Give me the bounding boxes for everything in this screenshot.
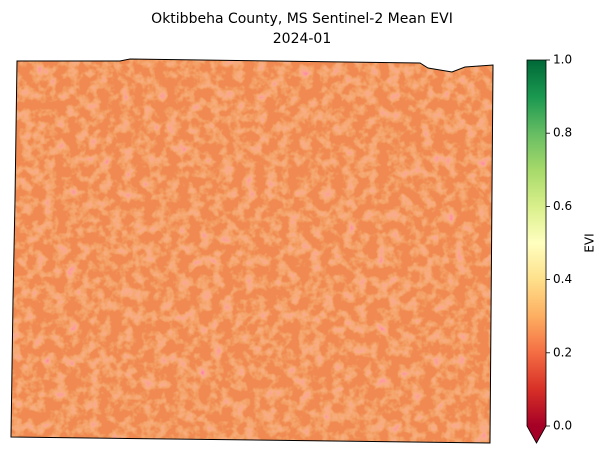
colorbar-tick-label: 1.0	[553, 53, 572, 67]
colorbar-tick-label: 0.6	[553, 199, 572, 213]
colorbar-tick-label: 0.4	[553, 272, 572, 286]
colorbar-tick-label: 0.0	[553, 419, 572, 433]
colorbar-gradient	[527, 60, 546, 426]
colorbar: 0.0 0.2 0.4 0.6 0.8 1.0	[526, 53, 572, 444]
colorbar-label: EVI	[583, 233, 597, 252]
colorbar-tick-label: 0.2	[553, 345, 572, 359]
raster-texture	[11, 59, 493, 443]
map-title: Oktibbeha County, MS Sentinel-2 Mean EVI	[151, 11, 453, 27]
map-subtitle: 2024-01	[273, 31, 332, 47]
colorbar-outline	[526, 59, 547, 444]
county-boundary	[10, 58, 494, 444]
colorbar-extend	[527, 426, 546, 443]
evi-raster	[11, 59, 493, 443]
colorbar-tick-label: 0.8	[553, 126, 572, 140]
